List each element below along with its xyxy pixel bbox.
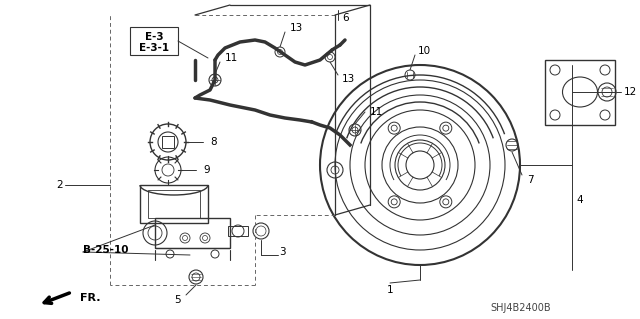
Bar — [228, 226, 248, 236]
Text: 10: 10 — [418, 46, 431, 56]
Bar — [148, 190, 200, 218]
Text: 11: 11 — [225, 53, 238, 63]
Text: 8: 8 — [210, 137, 216, 147]
Text: B-25-10: B-25-10 — [83, 245, 129, 255]
Bar — [155, 218, 230, 248]
Bar — [162, 136, 174, 148]
Text: 6: 6 — [342, 13, 349, 23]
Text: 7: 7 — [527, 175, 534, 185]
Bar — [130, 27, 178, 55]
Text: 13: 13 — [342, 74, 355, 84]
Text: 12: 12 — [624, 87, 637, 97]
Text: 13: 13 — [290, 23, 303, 33]
Text: SHJ4B2400B: SHJ4B2400B — [490, 303, 550, 313]
Text: 2: 2 — [57, 180, 63, 190]
Bar — [545, 60, 615, 125]
Text: 1: 1 — [387, 285, 394, 295]
Text: 5: 5 — [174, 295, 181, 305]
Text: 11: 11 — [370, 107, 383, 117]
Text: FR.: FR. — [80, 293, 100, 303]
Text: E-3-1: E-3-1 — [139, 43, 169, 53]
Text: E-3: E-3 — [145, 32, 163, 42]
Text: 9: 9 — [203, 165, 210, 175]
Bar — [140, 185, 208, 223]
Text: 4: 4 — [576, 195, 582, 205]
Text: 3: 3 — [278, 247, 285, 257]
